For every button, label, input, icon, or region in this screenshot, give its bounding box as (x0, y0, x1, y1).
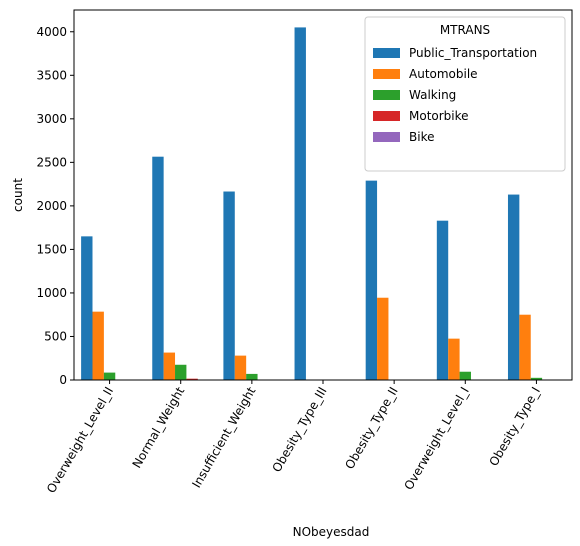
legend-box (364, 16, 566, 172)
bar-public_transportation-obesity_type_i (507, 194, 520, 380)
bar-walking-normal_weight (175, 364, 187, 380)
legend-items: Public_Transportation Automobile Walking Mo… (373, 46, 537, 144)
legend-label-walking: Walking (409, 88, 456, 102)
y-tick-label: 1000 (36, 286, 67, 300)
x-tick-label: Insufficient_Weight (189, 384, 258, 490)
legend-title: MTRANS (440, 23, 490, 37)
bar-walking-obesity_type_i (530, 377, 543, 380)
y-tick-label: 4000 (36, 25, 67, 39)
legend-label-bike: Bike (409, 130, 434, 144)
x-axis-label: NObeyesdad (293, 525, 370, 539)
legend: MTRANS Public_Transportation Automobile Wa… (364, 16, 566, 172)
x-tick-label: Obesity_Type_II (342, 385, 400, 472)
y-tick-label: 500 (44, 329, 67, 343)
x-tick-label: Overweight_Level_I (401, 385, 471, 493)
y-tick-label: 3000 (36, 112, 67, 126)
x-tick-label: Obesity_Type_III (269, 385, 329, 475)
y-axis: 0 500 1000 1500 2000 2500 3000 3500 4000 (36, 25, 74, 387)
x-axis: Overweight_Level_II Normal_Weight Insuffic… (44, 380, 543, 495)
legend-swatch-public_transportation (373, 48, 400, 58)
bar-walking-overweight_level_ii (103, 372, 116, 380)
bars-layer (81, 27, 565, 380)
bar-motorbike-normal_weight (186, 378, 198, 380)
legend-swatch-motorbike (373, 111, 400, 121)
bar-automobile-obesity_type_ii (377, 297, 389, 380)
y-tick-label: 1500 (36, 242, 67, 256)
plot-frame (73, 9, 573, 381)
bar-public_transportation-obesity_type_iii (294, 27, 306, 380)
y-tick-label: 0 (59, 373, 67, 387)
legend-label-motorbike: Motorbike (409, 109, 469, 123)
x-tick-label: Normal_Weight (130, 384, 188, 470)
y-axis-label: count (11, 178, 25, 212)
legend-swatch-automobile (373, 69, 400, 79)
bar-public_transportation-overweight_level_i (436, 220, 449, 380)
legend-swatch-walking (373, 90, 400, 100)
bar-automobile-overweight_level_i (448, 338, 460, 380)
bar-public_transportation-obesity_type_ii (365, 180, 378, 380)
y-tick-label: 3500 (36, 68, 67, 82)
legend-label-public_transportation: Public_Transportation (409, 46, 537, 60)
bar-automobile-insufficient_weight (234, 355, 247, 380)
bar-public_transportation-normal_weight (152, 156, 164, 380)
bar-public_transportation-insufficient_weight (223, 191, 235, 380)
bar-automobile-obesity_type_i (519, 314, 531, 380)
legend-label-automobile: Automobile (409, 67, 478, 81)
bar-public_transportation-overweight_level_ii (81, 236, 93, 380)
y-tick-label: 2500 (36, 155, 67, 169)
x-tick-label: Obesity_Type_I (486, 385, 543, 469)
bar-automobile-overweight_level_ii (92, 311, 104, 380)
bar-automobile-normal_weight (163, 352, 176, 380)
bar-walking-overweight_level_i (459, 371, 471, 380)
x-tick-label: Overweight_Level_II (44, 385, 116, 496)
y-tick-label: 2000 (36, 199, 67, 213)
legend-swatch-bike (373, 132, 400, 142)
bar-walking-insufficient_weight (246, 373, 258, 380)
